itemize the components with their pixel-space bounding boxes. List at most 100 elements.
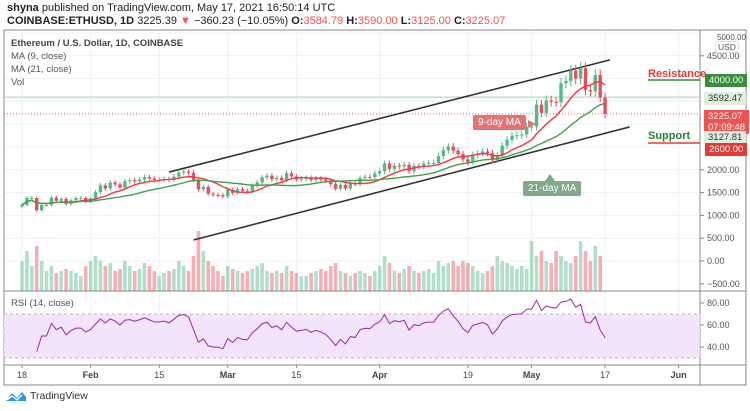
volume-bar: [157, 276, 161, 291]
support2-price-tag: 2600.00: [705, 143, 748, 156]
rsi-band: [3, 313, 701, 359]
volume-bar: [500, 261, 504, 291]
volume-bar: [59, 271, 63, 291]
candle: [84, 198, 88, 202]
rsi-legend[interactable]: RSI (14, close): [11, 297, 74, 310]
open-label: O:: [291, 15, 304, 27]
volume-bar: [554, 251, 558, 291]
volume-bar: [113, 271, 117, 291]
time-tick-label: May: [523, 370, 541, 380]
candle: [333, 184, 338, 189]
candle: [456, 150, 460, 155]
volume-bar: [88, 261, 93, 291]
volume-bar: [206, 261, 210, 291]
volume-bar: [93, 256, 98, 291]
candle: [196, 179, 201, 190]
candle: [554, 101, 558, 103]
volume-bar: [83, 266, 88, 291]
volume-bar: [412, 271, 416, 291]
candle: [387, 163, 392, 169]
low-value: 3125.00: [411, 15, 451, 27]
volume-bar: [245, 271, 250, 291]
time-tick-label: 15: [154, 370, 164, 380]
volume-bar: [69, 271, 73, 291]
candle: [226, 189, 230, 197]
volume-bar: [108, 263, 112, 291]
legend-ma21[interactable]: MA (21, close): [11, 64, 72, 75]
volume-bar: [275, 271, 279, 291]
ma9-line: [21, 80, 606, 206]
tradingview-logo[interactable]: TradingView: [5, 390, 88, 402]
volume-bar: [520, 266, 524, 291]
candle: [20, 204, 24, 207]
candle: [363, 176, 367, 179]
volume-bar: [49, 266, 54, 291]
price-tick-label: 1000.00: [707, 210, 740, 220]
candle: [123, 181, 127, 188]
candle: [182, 171, 186, 173]
candle: [451, 146, 455, 151]
candle: [44, 204, 49, 206]
candle: [255, 182, 259, 186]
candle: [280, 177, 284, 181]
price-axis-top: 5000.00: [717, 33, 746, 42]
volume-bar: [544, 261, 549, 291]
volume-bar: [34, 246, 39, 291]
volume-bar: [387, 263, 392, 291]
volume-bar: [461, 261, 465, 291]
candle: [549, 100, 553, 102]
price-tick-label: 0.00: [707, 256, 725, 266]
candle: [343, 184, 348, 189]
triangle-down-icon: ▼: [180, 15, 191, 27]
candle: [59, 198, 63, 201]
candle: [108, 182, 112, 189]
candle: [525, 126, 529, 135]
candle: [260, 177, 264, 183]
volume-bar: [382, 256, 387, 291]
candle: [265, 175, 269, 178]
volume-bar: [250, 269, 255, 291]
volume-bar: [299, 276, 304, 291]
volume-bar: [573, 256, 578, 291]
candle: [520, 134, 524, 136]
legend-volume[interactable]: Vol: [11, 77, 25, 88]
volume-bar: [524, 269, 529, 291]
volume-bar: [578, 241, 583, 291]
candle: [216, 194, 220, 196]
tradingview-logo-icon: [6, 392, 26, 401]
candle: [368, 176, 372, 178]
candle: [407, 164, 411, 172]
candle: [240, 189, 245, 191]
candle: [539, 104, 544, 113]
candle: [118, 184, 122, 188]
volume-bar: [490, 266, 495, 291]
volume-bar: [44, 271, 49, 291]
candle: [544, 100, 548, 113]
candle: [54, 197, 58, 201]
candle: [211, 193, 215, 195]
candle: [324, 179, 328, 181]
symbol: COINBASE:ETHUSD, 1D: [7, 15, 135, 27]
candle: [471, 154, 475, 163]
ma21-callout-pointer: [545, 174, 555, 181]
last-price: 3225.39: [137, 15, 177, 27]
candle: [172, 176, 176, 180]
time-tick-label: Apr: [372, 370, 388, 380]
volume-bar: [324, 271, 328, 291]
candle: [235, 189, 240, 194]
legend-ma9[interactable]: MA (9, close): [11, 51, 67, 62]
candle: [103, 185, 107, 189]
price-tick-label: 4500.00: [707, 51, 740, 61]
candle: [583, 68, 588, 90]
chart-legend: Ethereum / U.S. Dollar, 1D, COINBASE MA …: [11, 37, 183, 89]
candle: [137, 179, 142, 182]
time-tick-label: Jun: [671, 370, 687, 380]
high-value: 3590.00: [357, 15, 398, 27]
currency-unit[interactable]: USD: [715, 41, 739, 53]
candle: [329, 180, 333, 185]
volume-bar: [397, 273, 402, 291]
volume-bar: [132, 271, 137, 291]
support-price-tag: 3127.81: [704, 131, 747, 144]
rsi-tick-label: 80.00: [707, 298, 730, 308]
